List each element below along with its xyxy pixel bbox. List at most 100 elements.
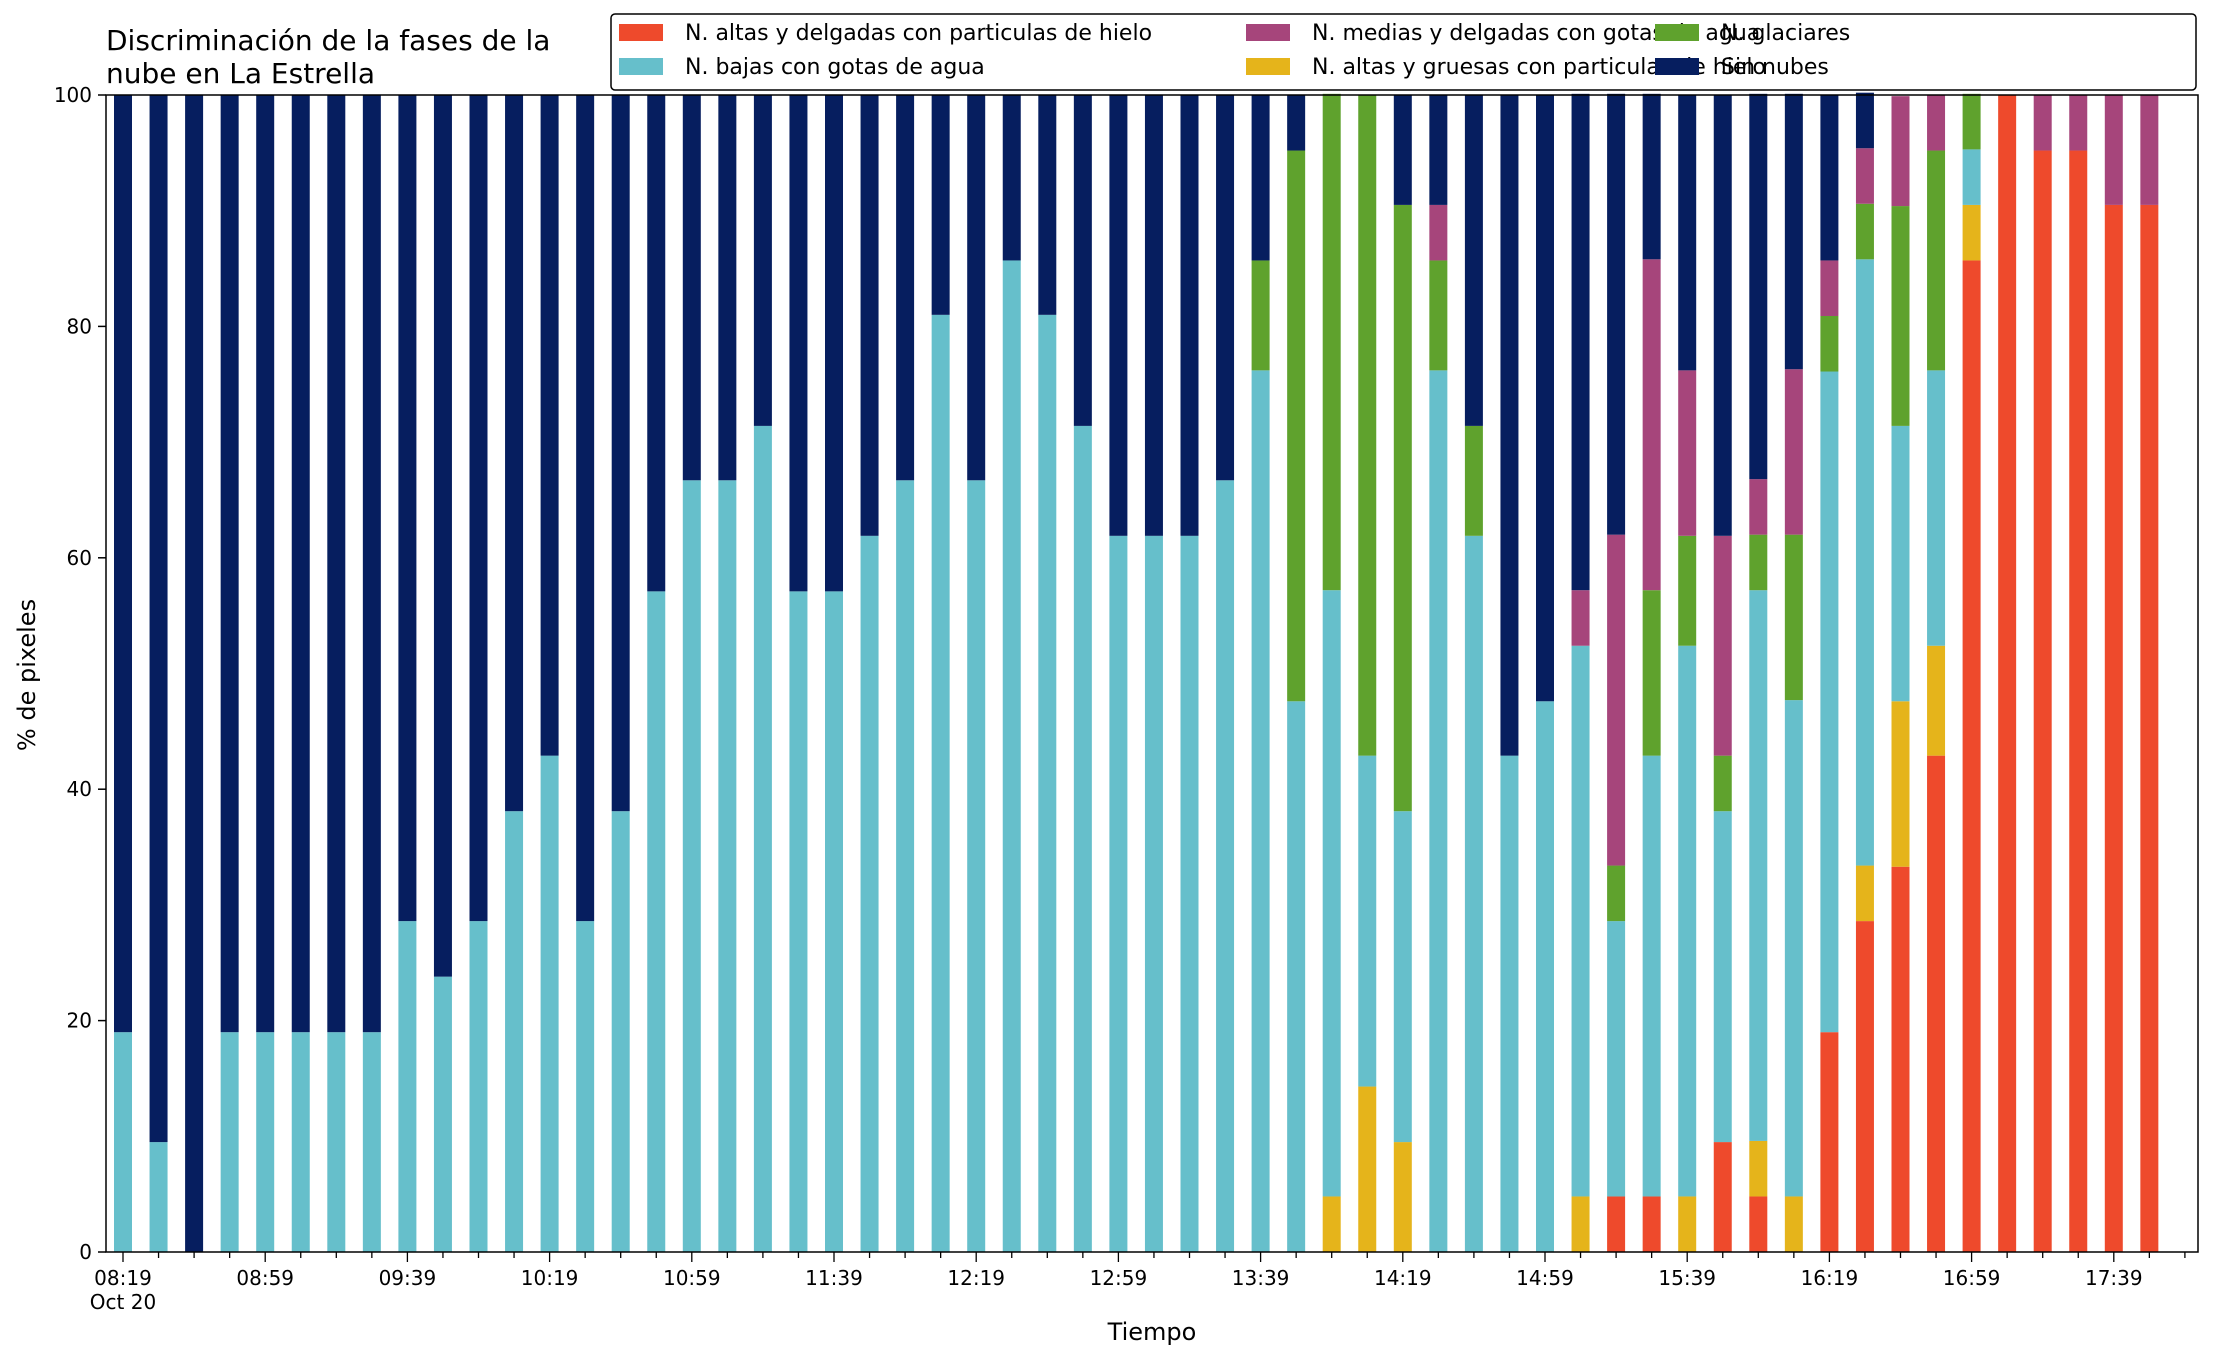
bar-segment-ice_thin-1529 xyxy=(1642,1196,1661,1252)
bar-segment-clear-1319 xyxy=(1180,95,1199,536)
bar-segment-ice_thick-1639 xyxy=(1891,701,1910,867)
y-axis-label: % de pixeles xyxy=(13,599,41,751)
bar-segment-water_low-1239 xyxy=(1038,314,1057,1253)
bar-segment-glacial-1529 xyxy=(1642,590,1661,756)
legend-label-glacial: N. glaciares xyxy=(1721,21,1850,46)
bar-segment-clear-1419 xyxy=(1393,95,1412,205)
plot-frame xyxy=(105,94,2199,1253)
axes-layer: 0 20 40 60 80 100 08:19 08:59 09:39 10:19 10:59 11:… xyxy=(54,83,2199,1314)
bar-segment-glacial-1609 xyxy=(1784,534,1803,701)
bar-segment-water_low-1209 xyxy=(931,314,950,1253)
legend-swatch-clear xyxy=(1655,58,1699,75)
bar-segment-water_low-1459 xyxy=(1536,701,1554,1252)
bar-segment-water_low-1449 xyxy=(1500,755,1519,1252)
bar-segment-ice_thin-1709 xyxy=(1998,95,2017,1252)
bar-segment-water_low-1349 xyxy=(1287,701,1306,1252)
legend: N. altas y delgadas con particulas de hi… xyxy=(610,13,2197,91)
bar-segment-clear-0859 xyxy=(256,95,275,1033)
bar-segment-clear-1149 xyxy=(860,95,879,536)
x-tick-label: 11:39 xyxy=(805,1266,863,1290)
bar-segment-ice_thin-1749 xyxy=(2140,204,2159,1252)
bar-segment-water_low-1319 xyxy=(1180,535,1199,1252)
bar-segment-glacial-1559 xyxy=(1749,534,1768,591)
bar-segment-water_low-1309 xyxy=(1144,535,1163,1252)
bar-segment-mixed_mid-1749 xyxy=(2140,95,2159,205)
bar-segment-water_low-1009 xyxy=(505,811,524,1252)
x-tick-label: 08:59 xyxy=(236,1266,294,1290)
bar-segment-water_low-0939 xyxy=(398,921,417,1252)
bar-segment-clear-1039 xyxy=(611,95,630,812)
x-tick-label: 12:19 xyxy=(947,1266,1005,1290)
bar-segment-water_low-0919 xyxy=(327,1032,346,1252)
bar-segment-clear-0929 xyxy=(362,95,381,1033)
bar-segment-water_low-1259 xyxy=(1109,535,1128,1252)
y-tick-label: 20 xyxy=(67,1009,92,1033)
bar-segment-clear-1159 xyxy=(896,95,915,481)
bar-segment-water_low-0959 xyxy=(469,921,488,1252)
bar-segment-water_low-0819 xyxy=(114,1032,132,1252)
bar-segment-glacial-1539 xyxy=(1678,535,1697,646)
bar-segment-water_low-1059 xyxy=(682,480,701,1252)
x-date-label: Oct 20 xyxy=(90,1290,156,1314)
bar-segment-ice_thick-1409 xyxy=(1358,1086,1377,1252)
bar-segment-water_low-1619 xyxy=(1820,371,1839,1033)
bar-segment-ice_thick-1659 xyxy=(1962,204,1981,261)
bar-segment-water_low-1039 xyxy=(611,811,630,1252)
bar-segment-water_low-1159 xyxy=(896,480,915,1252)
bar-segment-mixed_mid-1519 xyxy=(1607,534,1626,866)
bar-segment-water_low-1229 xyxy=(1002,260,1021,1252)
x-tick-label: 13:39 xyxy=(1232,1266,1290,1290)
y-tick-label: 80 xyxy=(67,314,92,338)
bar-segment-mixed_mid-1609 xyxy=(1784,369,1803,535)
bar-segment-mixed_mid-1529 xyxy=(1642,259,1661,591)
x-tick-label: 12:59 xyxy=(1090,1266,1148,1290)
bar-segment-ice_thick-1629 xyxy=(1855,865,1874,922)
bar-segment-clear-1029 xyxy=(576,95,595,922)
bar-segment-mixed_mid-1649 xyxy=(1927,95,1946,151)
bar-segment-water_low-1419 xyxy=(1393,811,1412,1143)
bar-segment-clear-1209 xyxy=(931,95,950,315)
bar-segment-ice_thick-1649 xyxy=(1927,645,1946,756)
bar-segment-water_low-1219 xyxy=(967,480,986,1252)
bar-segment-water_low-1659 xyxy=(1962,149,1981,205)
bar-segment-water_low-1639 xyxy=(1891,425,1910,702)
bar-segment-clear-1459 xyxy=(1536,95,1554,702)
legend-swatch-ice_thick xyxy=(1246,58,1290,75)
bar-segment-clear-0919 xyxy=(327,95,346,1033)
bar-segment-mixed_mid-1559 xyxy=(1749,479,1768,535)
bar-segment-clear-1129 xyxy=(789,95,808,592)
x-tick-label: 15:39 xyxy=(1658,1266,1716,1290)
bar-segment-water_low-1549 xyxy=(1713,811,1732,1143)
bar-segment-glacial-1349 xyxy=(1287,150,1306,702)
bar-segment-water_low-1519 xyxy=(1607,921,1626,1197)
bar-segment-glacial-1549 xyxy=(1713,755,1732,812)
bar-segment-clear-1119 xyxy=(753,95,772,426)
bar-segment-water_low-1109 xyxy=(718,480,737,1252)
chart-title: Discriminación de la fases de la nube en… xyxy=(106,24,550,90)
bar-segment-water_low-1129 xyxy=(789,591,808,1252)
bar-segment-glacial-1519 xyxy=(1607,865,1626,922)
legend-label-ice_thin: N. altas y delgadas con particulas de hi… xyxy=(685,21,1152,46)
x-tick-label: 09:39 xyxy=(379,1266,437,1290)
bar-segment-ice_thin-1719 xyxy=(2033,150,2052,1252)
bar-segment-glacial-1429 xyxy=(1429,260,1448,371)
bar-segment-ice_thick-1609 xyxy=(1784,1196,1803,1252)
bar-segment-mixed_mid-1739 xyxy=(2104,95,2123,205)
bar-segment-mixed_mid-1629 xyxy=(1855,148,1874,204)
bar-segment-water_low-1119 xyxy=(753,425,772,1252)
bar-segment-clear-0819 xyxy=(114,95,132,1033)
bar-segment-mixed_mid-1539 xyxy=(1678,370,1697,536)
legend-swatch-ice_thin xyxy=(619,24,663,41)
bar-segment-mixed_mid-1509 xyxy=(1571,590,1590,646)
bar-segment-clear-1009 xyxy=(505,95,524,812)
bar-segment-ice_thin-1729 xyxy=(2069,150,2088,1252)
bar-segment-ice_thin-1659 xyxy=(1962,260,1981,1252)
bar-segment-water_low-1329 xyxy=(1216,480,1235,1252)
x-axis-label: Tiempo xyxy=(1107,1318,1197,1346)
bar-segment-glacial-1419 xyxy=(1393,204,1412,812)
bar-segment-water_low-1029 xyxy=(576,921,595,1252)
bar-segment-glacial-1359 xyxy=(1322,93,1341,591)
bar-segment-clear-1259 xyxy=(1109,95,1128,536)
bar-segment-glacial-1629 xyxy=(1855,203,1874,260)
bar-segment-clear-1139 xyxy=(825,95,843,592)
